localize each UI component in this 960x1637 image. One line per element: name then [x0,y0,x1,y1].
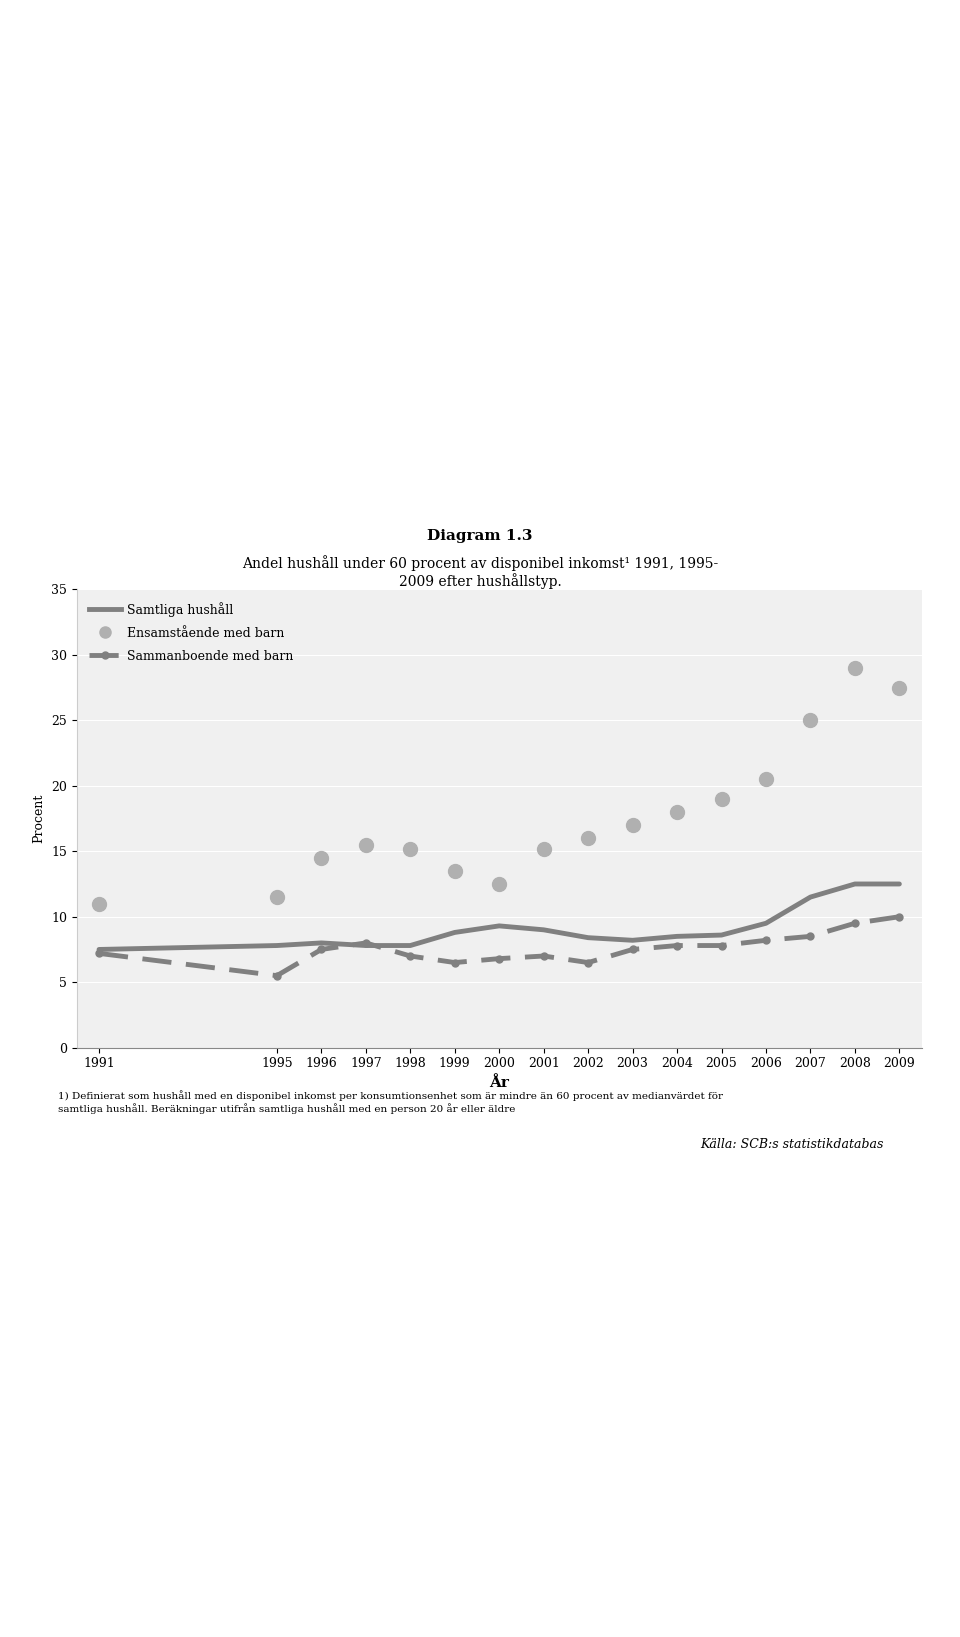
Text: Källa: SCB:s statistikdatabas: Källa: SCB:s statistikdatabas [700,1138,883,1151]
Y-axis label: Procent: Procent [33,794,45,843]
Text: 1) Definierat som hushåll med en disponibel inkomst per konsumtionsenhet som är : 1) Definierat som hushåll med en disponi… [58,1090,723,1113]
Text: Andel hushåll under 60 procent av disponibel inkomst¹ 1991, 1995-
2009 efter hus: Andel hushåll under 60 procent av dispon… [242,555,718,589]
Legend: Samtliga hushåll, Ensamstående med barn, Sammanboende med barn: Samtliga hushåll, Ensamstående med barn,… [84,596,300,670]
X-axis label: År: År [490,1076,509,1090]
Text: Diagram 1.3: Diagram 1.3 [427,529,533,543]
